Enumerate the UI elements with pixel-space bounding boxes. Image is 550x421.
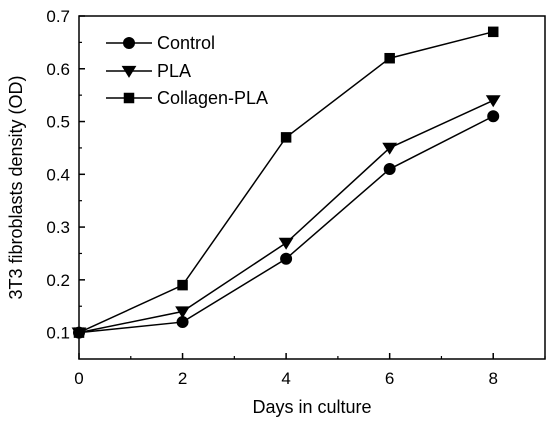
legend-item: PLA bbox=[106, 61, 191, 81]
data-point bbox=[487, 26, 499, 38]
y-tick-label: 0.2 bbox=[46, 271, 70, 290]
data-point bbox=[177, 279, 188, 291]
data-point bbox=[487, 110, 500, 123]
y-axis-title: 3T3 fibroblasts density (OD) bbox=[6, 75, 26, 299]
axes: 0 2 4 6 8 0.1 0.2 0.3 0.4 0.5 0.6 0.7 bbox=[46, 7, 546, 388]
series-layer bbox=[71, 26, 501, 340]
data-point bbox=[175, 306, 190, 319]
legend-item: Control bbox=[106, 33, 215, 53]
data-point bbox=[485, 95, 501, 108]
data-point bbox=[383, 163, 396, 176]
plot-frame bbox=[78, 15, 546, 360]
series-line bbox=[78, 115, 494, 334]
legend: Control PLA Collagen-PLA bbox=[106, 33, 268, 108]
legend-marker bbox=[121, 65, 137, 78]
data-point bbox=[382, 142, 398, 155]
data-point bbox=[73, 327, 85, 338]
x-tick-label: 8 bbox=[488, 369, 497, 388]
x-axis-title: Days in culture bbox=[252, 397, 371, 417]
x-tick-label: 4 bbox=[281, 369, 290, 388]
x-tick-label: 0 bbox=[74, 369, 83, 388]
y-tick-label: 0.7 bbox=[46, 7, 70, 26]
legend-label: PLA bbox=[157, 61, 191, 81]
data-point bbox=[384, 52, 395, 64]
series-control bbox=[73, 110, 500, 339]
legend-marker bbox=[123, 92, 135, 104]
data-point bbox=[280, 132, 292, 143]
data-point bbox=[278, 237, 294, 250]
legend-label: Control bbox=[157, 33, 215, 53]
legend-marker bbox=[123, 37, 135, 49]
series-line bbox=[78, 31, 494, 334]
y-tick-label: 0.4 bbox=[46, 165, 70, 184]
legend-label: Collagen-PLA bbox=[157, 88, 268, 108]
y-tick-label: 0.6 bbox=[46, 60, 70, 79]
data-point bbox=[280, 252, 293, 265]
series-collagen-pla bbox=[73, 26, 499, 338]
y-tick-label: 0.5 bbox=[46, 113, 70, 132]
x-tick-label: 6 bbox=[385, 369, 394, 388]
legend-item: Collagen-PLA bbox=[106, 88, 268, 108]
x-tick-label: 2 bbox=[178, 369, 187, 388]
y-tick-label: 0.3 bbox=[46, 218, 70, 237]
y-tick-label: 0.1 bbox=[46, 324, 70, 343]
